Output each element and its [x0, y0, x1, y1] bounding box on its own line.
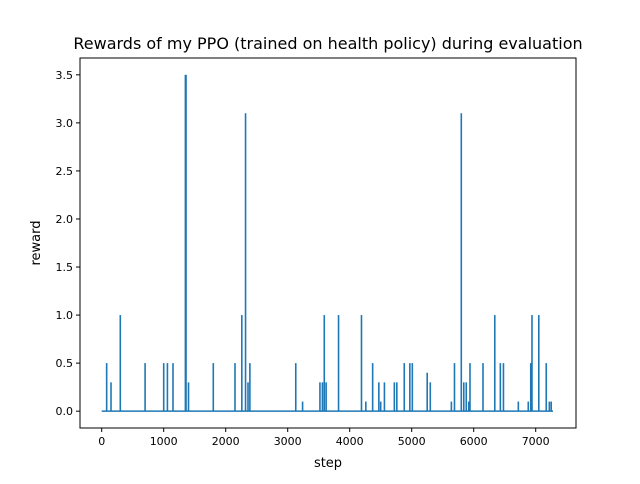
- y-tick-label: 0.0: [56, 405, 74, 418]
- x-tick-label: 2000: [212, 435, 240, 448]
- y-tick-label: 3.5: [56, 69, 74, 82]
- y-tick-label: 1.5: [56, 261, 74, 274]
- axes-frame: [79, 57, 577, 429]
- y-axis-label: reward: [29, 220, 44, 265]
- x-tick-label: 4000: [336, 435, 364, 448]
- x-tick-label: 0: [98, 435, 105, 448]
- chart-title: Rewards of my PPO (trained on health pol…: [73, 34, 582, 53]
- x-tick-label: 7000: [522, 435, 550, 448]
- x-tick-label: 1000: [150, 435, 178, 448]
- x-axis-label: step: [314, 456, 342, 471]
- x-tick-label: 3000: [274, 435, 302, 448]
- y-axis-ticks: 0.0 0.5 1.0 1.5 2.0 2.5 3.0 3.5: [56, 69, 80, 418]
- x-tick-label: 6000: [460, 435, 488, 448]
- y-tick-label: 3.0: [56, 117, 74, 130]
- x-tick-label: 5000: [398, 435, 426, 448]
- y-tick-label: 2.5: [56, 165, 74, 178]
- y-tick-label: 2.0: [56, 213, 74, 226]
- plot-area: [101, 74, 554, 412]
- y-tick-label: 1.0: [56, 309, 74, 322]
- y-tick-label: 0.5: [56, 357, 74, 370]
- x-axis-ticks: 0 1000 2000 3000 4000 5000 6000 7000: [98, 428, 550, 448]
